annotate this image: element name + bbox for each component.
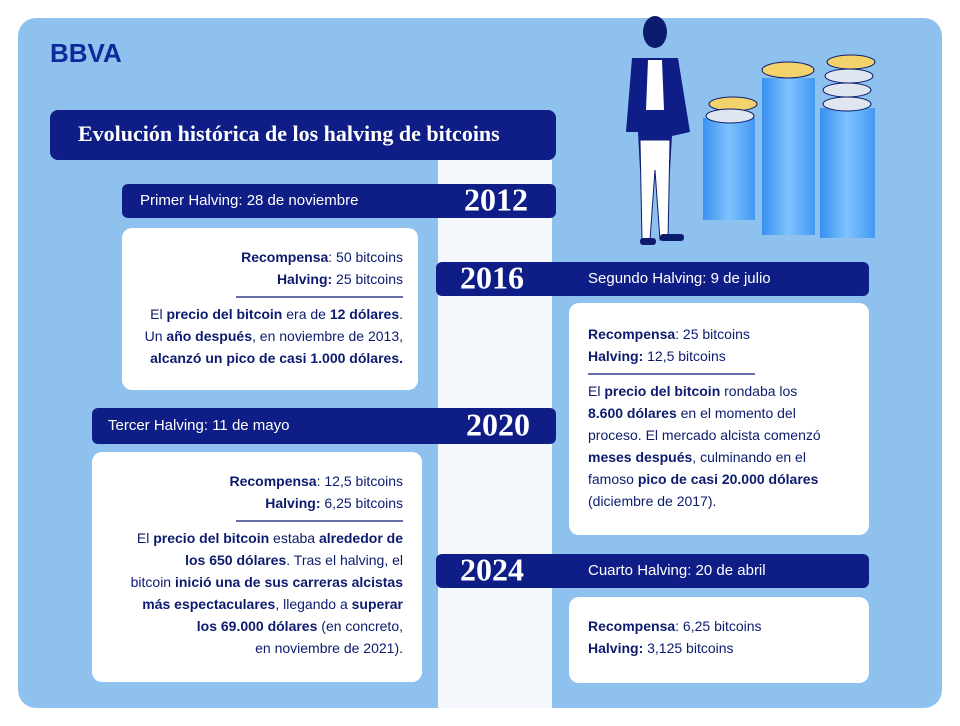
- text-segment: en noviembre de 2021).: [255, 640, 403, 656]
- description-line: El precio del bitcoin era de 12 dólares.: [150, 306, 403, 322]
- text-segment: precio del bitcoin: [604, 383, 720, 399]
- title: Evolución histórica de los halving de bi…: [78, 121, 500, 146]
- text-segment: Recompensa: [588, 618, 675, 634]
- reward: Recompensa: 50 bitcoins: [241, 249, 403, 265]
- text-segment: Recompensa: [588, 326, 675, 342]
- halving: Halving: 25 bitcoins: [277, 271, 403, 287]
- halving-year: 2020: [466, 406, 530, 442]
- description-line: (diciembre de 2017).: [588, 493, 716, 509]
- description-line: 8.600 dólares en el momento del: [588, 405, 796, 421]
- text-segment: Recompensa: [241, 249, 328, 265]
- text-segment: precio del bitcoin: [153, 530, 269, 546]
- description-line: meses después, culminando en el: [588, 449, 806, 465]
- text-segment: . Tras el halving, el: [286, 552, 403, 568]
- text-segment: pico de casi 20.000 dólares: [638, 471, 819, 487]
- text-segment: Halving:: [265, 495, 320, 511]
- description-line: proceso. El mercado alcista comenzó: [588, 427, 821, 443]
- text-segment: superar: [352, 596, 404, 612]
- halving-label: Tercer Halving: 11 de mayo: [108, 417, 289, 434]
- text-segment: : 25 bitcoins: [675, 326, 750, 342]
- halving-bar: [92, 408, 556, 444]
- description-line: alcanzó un pico de casi 1.000 dólares.: [150, 350, 403, 366]
- text-segment: (diciembre de 2017).: [588, 493, 716, 509]
- logo: BBVA: [50, 38, 122, 68]
- halving-card: [569, 597, 869, 683]
- text-segment: El: [137, 530, 153, 546]
- halving-card: [122, 228, 418, 390]
- text-segment: en el momento del: [677, 405, 796, 421]
- description-line: El precio del bitcoin estaba alrededor d…: [137, 530, 403, 546]
- halving-label: Segundo Halving: 9 de julio: [588, 270, 771, 287]
- halving-label: Primer Halving: 28 de noviembre: [140, 192, 358, 209]
- halving-card: [569, 303, 869, 535]
- text-segment: .: [399, 306, 403, 322]
- halving: Halving: 3,125 bitcoins: [588, 640, 734, 656]
- reward: Recompensa: 12,5 bitcoins: [229, 473, 403, 489]
- text-segment: los 650 dólares: [185, 552, 286, 568]
- text-segment: meses después: [588, 449, 692, 465]
- text-segment: proceso. El mercado alcista comenzó: [588, 427, 821, 443]
- text-segment: era de: [282, 306, 329, 322]
- text-segment: , llegando a: [275, 596, 351, 612]
- halving-bar: [436, 262, 869, 296]
- text-segment: estaba: [269, 530, 319, 546]
- halving: Halving: 12,5 bitcoins: [588, 348, 726, 364]
- text-segment: Halving:: [588, 640, 643, 656]
- text-segment: 3,125 bitcoins: [643, 640, 733, 656]
- text-segment: Halving:: [588, 348, 643, 364]
- text-segment: precio del bitcoin: [166, 306, 282, 322]
- text-segment: Recompensa: [229, 473, 316, 489]
- text-segment: El: [588, 383, 604, 399]
- text-segment: famoso: [588, 471, 638, 487]
- text-segment: 25 bitcoins: [332, 271, 403, 287]
- text-segment: rondaba los: [720, 383, 797, 399]
- description-line: en noviembre de 2021).: [255, 640, 403, 656]
- halving-bar: [436, 554, 869, 588]
- description-line: Un año después, en noviembre de 2013,: [145, 328, 403, 344]
- text-segment: 6,25 bitcoins: [321, 495, 404, 511]
- text-segment: 8.600 dólares: [588, 405, 677, 421]
- halving-bar: [122, 184, 556, 218]
- text-segment: más espectaculares: [142, 596, 275, 612]
- halving-year: 2016: [460, 259, 524, 295]
- text-segment: Un: [145, 328, 167, 344]
- reward: Recompensa: 25 bitcoins: [588, 326, 750, 342]
- text-segment: : 6,25 bitcoins: [675, 618, 761, 634]
- text-segment: inició una de sus carreras alcistas: [175, 574, 403, 590]
- title-box: [50, 110, 556, 160]
- text-segment: 12 dólares: [330, 306, 399, 322]
- description-line: más espectaculares, llegando a superar: [142, 596, 403, 612]
- text-segment: bitcoin: [131, 574, 175, 590]
- description-line: los 650 dólares. Tras el halving, el: [185, 552, 403, 568]
- halving-year: 2012: [464, 181, 528, 217]
- illustration: [626, 16, 876, 245]
- description-line: los 69.000 dólares (en concreto,: [197, 618, 403, 634]
- text-segment: (en concreto,: [317, 618, 403, 634]
- text-segment: , culminando en el: [692, 449, 806, 465]
- text-segment: año después: [166, 328, 252, 344]
- description-line: bitcoin inició una de sus carreras alcis…: [131, 574, 404, 590]
- text-segment: los 69.000 dólares: [197, 618, 318, 634]
- halving-label: Cuarto Halving: 20 de abril: [588, 562, 766, 579]
- text-segment: Halving:: [277, 271, 332, 287]
- text-segment: El: [150, 306, 166, 322]
- halving: Halving: 6,25 bitcoins: [265, 495, 403, 511]
- description-line: famoso pico de casi 20.000 dólares: [588, 471, 819, 487]
- text-segment: , en noviembre de 2013,: [252, 328, 403, 344]
- halving-card: [92, 452, 422, 682]
- reward: Recompensa: 6,25 bitcoins: [588, 618, 762, 634]
- halving-year: 2024: [460, 551, 524, 587]
- text-segment: alcanzó un pico de casi 1.000 dólares.: [150, 350, 403, 366]
- description-line: El precio del bitcoin rondaba los: [588, 383, 797, 399]
- text-segment: : 12,5 bitcoins: [317, 473, 403, 489]
- text-segment: alrededor de: [319, 530, 403, 546]
- text-segment: : 50 bitcoins: [328, 249, 403, 265]
- text-segment: 12,5 bitcoins: [643, 348, 726, 364]
